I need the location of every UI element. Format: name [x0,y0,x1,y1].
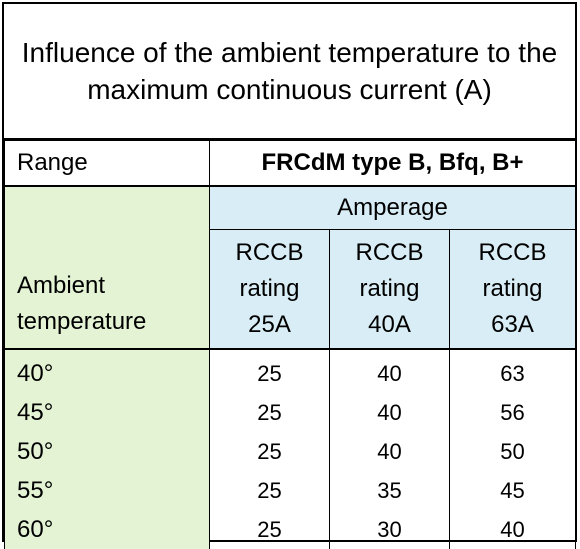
value-cell: 30 [329,510,450,549]
temperature-current-table: Range FRCdM type B, Bfq, B+ Ambient temp… [4,140,577,549]
value-cell: 40 [329,432,450,471]
rating-line2: rating [482,275,543,302]
amperage-header: Amperage [208,185,577,230]
rating-header-40a: RCCB rating 40A [329,229,450,350]
value-cell: 25 [209,349,330,393]
ambient-temperature-header: Ambient temperature [4,185,210,350]
table-title: Influence of the ambient temperature to … [4,4,575,140]
rating-line3: 40A [368,311,411,338]
rating-line3: 25A [248,311,291,338]
product-label: FRCdM type B, Bfq, B+ [208,140,577,187]
value-cell: 63 [448,349,577,393]
value-cell: 25 [209,393,330,432]
table-row: 45° 25 40 56 [4,393,577,432]
temperature-cell: 45° [4,393,210,432]
rating-line2: rating [239,275,300,302]
value-cell: 45 [448,471,577,510]
rating-header-25a: RCCB rating 25A [209,229,330,350]
value-cell: 40 [329,393,450,432]
rating-line3: 63A [491,311,534,338]
value-cell: 25 [209,432,330,471]
rating-line1: RCCB [478,239,547,266]
rating-line2: rating [359,275,420,302]
table-row: 60° 25 30 40 [4,510,577,549]
temperature-cell: 40° [4,349,210,393]
ambient-label-line2: temperature [17,308,147,335]
range-label: Range [4,140,210,187]
table-row: 55° 25 35 45 [4,471,577,510]
value-cell: 50 [448,432,577,471]
temperature-cell: 50° [4,432,210,471]
table-row: 40° 25 40 63 [4,349,577,393]
temperature-cell: 60° [4,510,210,549]
value-cell: 40 [329,349,450,393]
temperature-cell: 55° [4,471,210,510]
rating-header-63a: RCCB rating 63A [448,229,577,350]
value-cell: 40 [448,510,577,549]
value-cell: 56 [448,393,577,432]
value-cell: 25 [209,510,330,549]
value-cell: 25 [209,471,330,510]
rating-line1: RCCB [355,239,424,266]
rating-line1: RCCB [235,239,304,266]
value-cell: 35 [329,471,450,510]
table-row: 50° 25 40 50 [4,432,577,471]
ambient-label-line1: Ambient [17,272,106,299]
